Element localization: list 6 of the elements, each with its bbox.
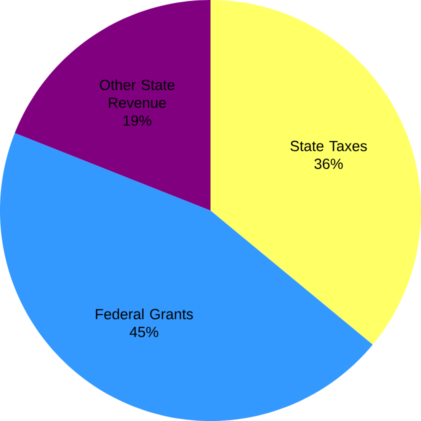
slice-label: Other State Revenue [100,79,174,108]
data-label: 45% [130,326,158,338]
slice-label: Federal Grants [96,308,193,320]
slice-label: State Taxes [290,140,367,152]
data-label: 36% [314,158,343,170]
data-label: 19% [124,115,152,126]
